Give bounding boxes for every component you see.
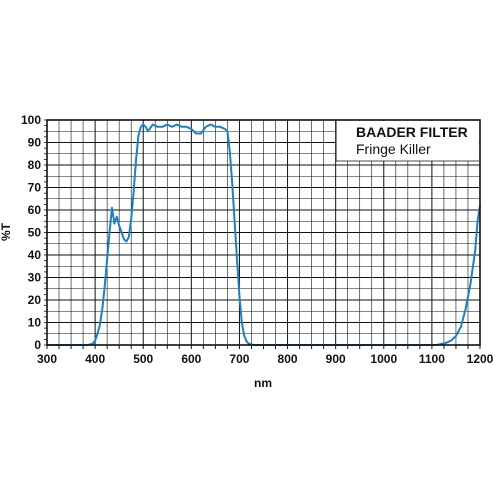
legend-box — [336, 121, 479, 161]
x-tick-label: 800 — [278, 352, 298, 366]
x-axis-label: nm — [254, 376, 272, 390]
x-tick-labels: 300 400 500 600 700 800 900 1000 1100 1200 — [37, 352, 494, 366]
y-tick-label: 70 — [28, 181, 42, 195]
y-tick-label: 90 — [28, 136, 42, 150]
x-tick-label: 500 — [133, 352, 153, 366]
chart-subtitle: Fringe Killer — [356, 141, 431, 157]
plot-frame — [46, 119, 481, 346]
x-tick-label: 900 — [326, 352, 346, 366]
y-tick-label: 20 — [28, 293, 42, 307]
legend: BAADER FILTER Fringe Killer — [335, 121, 479, 162]
x-tick-label: 600 — [181, 352, 201, 366]
y-tick-label: 100 — [21, 113, 41, 127]
y-axis-label: %T — [0, 222, 13, 241]
y-tick-label: 10 — [28, 316, 42, 330]
y-tick-label: 80 — [28, 158, 42, 172]
x-tick-label: 700 — [229, 352, 249, 366]
x-tick-label: 300 — [37, 352, 57, 366]
x-tick-label: 1100 — [419, 352, 445, 366]
y-tick-label: 60 — [28, 203, 42, 217]
x-tick-label: 1200 — [467, 352, 494, 366]
y-tick-label: 0 — [34, 338, 41, 352]
grid — [47, 120, 480, 345]
x-tick-label: 1000 — [370, 352, 397, 366]
x-tick-label: 400 — [85, 352, 105, 366]
chart-title: BAADER FILTER — [356, 124, 468, 140]
y-tick-label: 40 — [28, 248, 42, 262]
y-tick-labels: 0 10 20 30 40 50 60 70 80 90 100 — [21, 113, 41, 352]
y-tick-label: 30 — [28, 271, 42, 285]
y-tick-label: 50 — [28, 226, 42, 240]
